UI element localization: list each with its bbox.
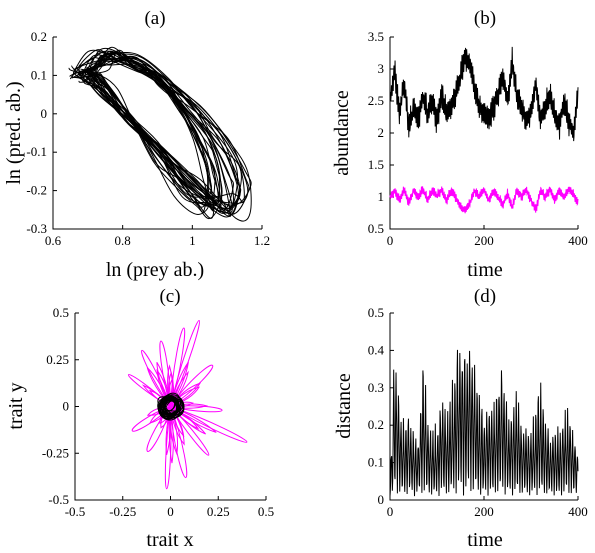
panel-title: (c) [159,286,180,307]
central-loop [160,397,185,412]
panel-a: 0.6 0.8 1 1.2 -0.3 -0.2 -0.1 0 0.1 0.2 (a) ln (prey… [3,8,270,281]
y-tick-label: 2.5 [368,93,384,108]
panel-b: 0 200 400 0.5 1 1.5 2 2.5 3 3.5 (b) time abundance [331,8,588,281]
phase-loop [96,53,210,200]
trait-loop [146,406,171,452]
trait-loop [170,364,214,407]
y-axis-label: abundance [331,90,353,176]
y-tick-label: 3 [378,61,385,76]
y-tick-label: -0.25 [42,445,69,460]
y-tick-label: 2 [378,125,385,140]
y-tick-label: 0 [41,106,48,121]
x-axis-label: trait x [146,529,193,551]
prey-abundance-line [389,46,579,142]
x-tick-label: 1.2 [254,233,270,248]
x-tick-label: 400 [568,504,588,519]
x-axis-label: time [467,529,503,551]
trait-loop [170,319,200,407]
x-tick-label: 0 [387,233,394,248]
y-tick-label: 1.5 [368,157,384,172]
y-tick-label: 3.5 [368,29,384,44]
trait-loop [170,405,223,413]
y-axis-label: ln (pred. ab.) [3,81,25,184]
x-tick-label: -0.25 [109,504,136,519]
panel-title: (b) [474,8,496,29]
trait-loop [170,406,210,456]
x-tick-label: 0.25 [207,504,230,519]
y-tick-label: -0.2 [26,183,47,198]
central-loop [162,396,176,412]
y-tick-label: -0.5 [48,492,69,507]
phase-loop [71,58,252,206]
axis-lines [389,37,578,230]
trait-loop [146,367,171,407]
trait-loop [170,406,217,433]
x-axis-label: time [467,259,503,281]
x-tick-label: -0.5 [65,504,86,519]
trait-loop [156,368,171,407]
x-tick-label: 0.5 [258,504,274,519]
x-tick-label: 0 [387,504,394,519]
trait-loop [141,349,171,407]
distance-line [389,349,579,497]
y-tick-label: 0.2 [31,29,47,44]
y-tick-label: 0.1 [31,67,47,82]
x-tick-label: 400 [568,233,588,248]
y-tick-label: -0.1 [26,144,47,159]
trait-loop [170,406,248,443]
trait-loop [170,406,206,435]
y-tick-label: 0 [63,399,70,414]
trait-loop [164,406,172,490]
x-tick-label: 200 [474,504,494,519]
y-tick-label: 0.25 [46,352,69,367]
y-tick-label: 0.4 [368,342,385,357]
y-tick-label: 0.3 [368,380,384,395]
x-tick-label: 0.6 [45,233,62,248]
x-tick-label: 0 [167,504,174,519]
trait-loop [170,406,188,479]
y-tick-label: 0.5 [368,305,384,320]
panel-c: -0.5 -0.25 0 0.25 0.5 -0.5 -0.25 0 0.25 0.5 (c) tra… [5,286,274,551]
y-tick-label: 0.5 [53,305,69,320]
panel-title: (a) [144,8,165,29]
x-axis-label: ln (prey ab.) [106,259,204,281]
panel-title: (d) [474,286,496,307]
panel-d: 0 200 400 0 0.1 0.2 0.3 0.4 0.5 (d) time distance [333,286,588,551]
y-tick-label: 0.5 [368,221,384,236]
x-tick-label: 1 [189,233,196,248]
central-loop [160,392,181,418]
y-tick-label: 0.1 [368,455,384,470]
y-tick-label: 0.2 [368,417,384,432]
y-tick-label: 0 [378,492,385,507]
x-tick-label: 0.8 [115,233,131,248]
y-tick-label: -0.3 [26,221,47,236]
phase-loop [74,57,242,210]
trait-loop [170,327,186,407]
y-axis-label: distance [333,373,355,439]
central-loop [163,398,179,414]
y-tick-label: 1 [378,189,385,204]
predator-abundance-line [389,186,579,214]
y-axis-label: trait y [5,382,27,429]
central-loop [164,400,179,416]
x-tick-label: 200 [474,233,494,248]
trait-loop [131,406,171,432]
